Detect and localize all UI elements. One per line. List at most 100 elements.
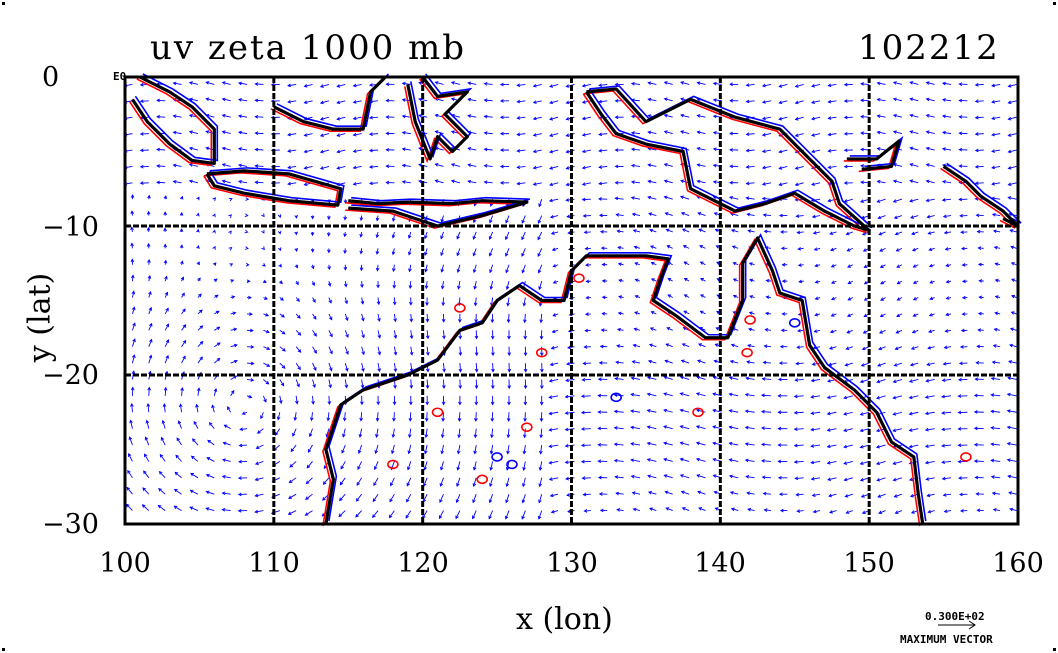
wind-vector xyxy=(761,182,772,186)
wind-vector xyxy=(618,295,624,299)
coastline-segment xyxy=(846,139,901,171)
wind-vector xyxy=(761,377,771,381)
wind-vector xyxy=(911,231,919,236)
wind-vector xyxy=(261,229,265,234)
wind-vector xyxy=(312,379,316,389)
wind-vector xyxy=(681,343,690,348)
wind-vector xyxy=(491,363,495,373)
wind-vector xyxy=(516,83,526,88)
corner-mark xyxy=(2,2,5,5)
wind-vector xyxy=(744,393,755,397)
wind-vector xyxy=(172,179,182,184)
wind-vector xyxy=(130,274,135,282)
wind-vector xyxy=(827,116,837,120)
wind-vector xyxy=(1006,392,1017,397)
wind-vector xyxy=(926,362,935,367)
wind-vector xyxy=(631,212,641,217)
wind-vector xyxy=(908,444,919,449)
wind-vector xyxy=(352,132,362,137)
wind-vector xyxy=(483,131,493,135)
wind-vector xyxy=(880,297,886,301)
wind-vector xyxy=(254,180,264,185)
wind-vector xyxy=(679,441,690,446)
wind-vector xyxy=(246,378,255,382)
wind-vector xyxy=(679,392,690,397)
wind-vector xyxy=(263,313,270,317)
wind-vector xyxy=(441,412,445,422)
corner-mark xyxy=(1053,648,1056,651)
wind-vector xyxy=(744,442,755,446)
wind-vector xyxy=(505,231,510,241)
wind-vector xyxy=(499,99,509,103)
wind-vector xyxy=(521,494,526,504)
wind-vector xyxy=(238,163,248,168)
wind-vector xyxy=(146,402,151,413)
wind-vector xyxy=(941,98,952,102)
vorticity-contour-positive xyxy=(345,201,525,229)
wind-vector xyxy=(409,363,414,373)
wind-vector xyxy=(442,330,446,340)
wind-vector xyxy=(745,148,755,153)
corner-mark xyxy=(2,648,5,651)
wind-vector xyxy=(991,181,1001,186)
wind-vector xyxy=(666,245,673,249)
wind-vector xyxy=(974,377,984,382)
wind-vector xyxy=(827,83,837,88)
ytick-label: 0 xyxy=(42,62,60,93)
wind-vector xyxy=(132,338,136,347)
wind-vector xyxy=(892,163,903,167)
wind-vector xyxy=(375,264,380,272)
vorticity-contour-positive xyxy=(582,90,867,234)
wind-vector xyxy=(181,308,186,315)
wind-vector xyxy=(254,98,264,103)
wind-vector xyxy=(130,258,135,265)
wind-vector xyxy=(976,344,984,349)
wind-vector xyxy=(780,230,788,234)
wind-vector xyxy=(230,375,238,380)
vorticity-contour-positive xyxy=(454,303,466,313)
wind-vector xyxy=(860,98,870,103)
wind-vector xyxy=(811,84,821,88)
wind-vector xyxy=(763,508,771,512)
wind-vector xyxy=(521,248,526,257)
wind-vector xyxy=(699,245,706,249)
wind-vector xyxy=(148,354,153,364)
wind-vector xyxy=(598,492,608,496)
wind-vector xyxy=(368,165,379,169)
wind-vector xyxy=(798,279,804,284)
wind-vector xyxy=(929,280,935,284)
wind-vector xyxy=(158,470,166,479)
wind-vector xyxy=(456,477,461,487)
wind-vector xyxy=(892,81,903,85)
wind-vector xyxy=(148,306,153,315)
wind-vector xyxy=(1007,182,1017,187)
wind-vector xyxy=(295,313,301,319)
wind-vector xyxy=(263,379,270,385)
wind-vector xyxy=(228,247,233,251)
wind-vector xyxy=(810,395,821,399)
wind-vector xyxy=(598,83,608,87)
wind-vector xyxy=(617,311,624,316)
wind-vector xyxy=(613,426,624,430)
wind-vector xyxy=(549,84,559,88)
wind-vector xyxy=(205,473,215,479)
wind-vector xyxy=(372,493,379,503)
wind-vector xyxy=(539,313,543,324)
wind-vector xyxy=(584,328,591,333)
wind-vector xyxy=(161,419,166,429)
axis-exponent-label: E0 xyxy=(113,70,127,83)
wind-vector xyxy=(532,133,542,137)
wind-vector xyxy=(442,363,446,373)
wind-vector xyxy=(991,116,1001,121)
wind-vector xyxy=(958,147,968,152)
wind-vector xyxy=(926,493,935,498)
wind-vector xyxy=(505,215,510,224)
wind-vector xyxy=(745,99,755,104)
wind-vector xyxy=(912,297,919,301)
wind-vector xyxy=(179,244,184,249)
wind-vector xyxy=(139,164,149,169)
wind-vector xyxy=(409,313,414,323)
wind-vector xyxy=(310,231,315,237)
wind-vector xyxy=(957,443,968,448)
wind-vector xyxy=(879,329,886,334)
